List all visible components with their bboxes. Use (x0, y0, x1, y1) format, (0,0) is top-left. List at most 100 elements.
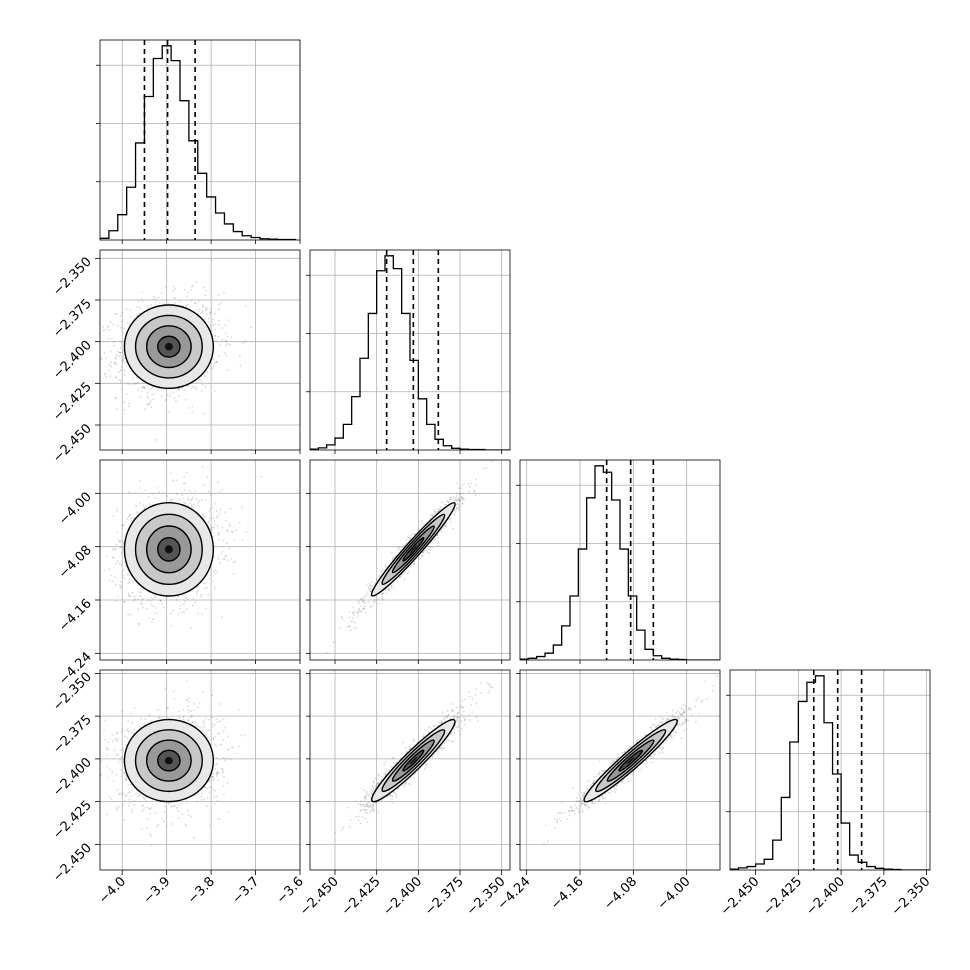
scatter-point (436, 533, 439, 536)
scatter-point (469, 719, 471, 721)
scatter-point (185, 699, 188, 701)
scatter-point (107, 776, 110, 779)
scatter-point (603, 769, 606, 772)
scatter-point (114, 362, 116, 365)
scatter-point (212, 517, 214, 520)
scatter-point (173, 287, 176, 290)
contour-3 (606, 739, 655, 782)
scatter-point (560, 820, 562, 822)
scatter-point (130, 315, 132, 318)
scatter-point (468, 691, 471, 694)
scatter-point (127, 402, 130, 405)
hist-frame (519, 459, 721, 661)
scatter-point (360, 610, 363, 613)
scatter-point (221, 616, 223, 619)
hist-background (520, 460, 720, 660)
scatter-point (106, 555, 108, 558)
scatter-point (193, 301, 196, 304)
scatter-point (224, 555, 227, 558)
scatter-point (120, 793, 122, 796)
panel-frame (99, 459, 301, 661)
scatter-point (117, 539, 119, 542)
scatter-point (395, 794, 398, 796)
scatter-point (358, 602, 361, 605)
scatter-point (430, 514, 433, 517)
scatter-point (628, 747, 630, 750)
scatter-point (199, 795, 202, 798)
scatter-point (104, 738, 107, 741)
scatter-point (414, 772, 417, 775)
scatter-point (133, 728, 136, 731)
scatter-point (207, 593, 210, 596)
scatter-point (116, 732, 118, 735)
scatter-point (357, 819, 360, 821)
scatter-point (627, 748, 629, 751)
scatter-point (140, 390, 143, 393)
scatter-point (116, 324, 119, 327)
scatter-point (149, 812, 152, 815)
scatter-point (470, 703, 473, 706)
scatter-point (181, 611, 184, 614)
panel-content (310, 460, 510, 660)
scatter-point (129, 595, 132, 598)
scatter-point (364, 794, 367, 797)
scatter-point (213, 585, 216, 588)
scatter-point (602, 796, 605, 799)
scatter-point (175, 400, 177, 402)
scatter-point (383, 763, 386, 766)
scatter-point (352, 606, 355, 609)
scatter-point (359, 809, 362, 812)
scatter-point (116, 731, 119, 734)
scatter-point (155, 439, 157, 441)
scatter-point (460, 707, 463, 709)
scatter-point (429, 727, 432, 729)
scatter-point (577, 810, 580, 813)
scatter-point (377, 773, 380, 776)
scatter-point (665, 720, 668, 723)
scatter-point (563, 811, 566, 814)
scatter-point (191, 411, 194, 414)
scatter-point (452, 740, 455, 743)
scatter-point (695, 721, 697, 723)
scatter-point (127, 574, 129, 576)
scatter-point (340, 615, 343, 618)
scatter-point (118, 371, 120, 373)
scatter-point (370, 805, 373, 808)
scatter-point (653, 724, 656, 727)
scatter-point (260, 476, 263, 478)
scatter-point (213, 362, 216, 365)
scatter-point (130, 712, 133, 715)
scatter-point (453, 714, 456, 717)
scatter-point (651, 757, 654, 760)
scatter-point (650, 755, 653, 758)
scatter-point (192, 721, 195, 724)
scatter-point (100, 358, 103, 361)
scatter-point (408, 537, 411, 539)
scatter-point (580, 798, 583, 800)
scatter-point (108, 329, 111, 331)
scatter-point (456, 726, 458, 729)
scatter-point (390, 586, 393, 589)
scatter-point (391, 552, 393, 554)
scatter-point (368, 805, 371, 808)
scatter-point (215, 795, 218, 798)
scatter-point (222, 539, 225, 542)
scatter-point (413, 533, 416, 536)
scatter-point (392, 762, 395, 765)
scatter-point (458, 730, 461, 733)
scatter-point (213, 520, 216, 522)
scatter-point (114, 548, 117, 551)
scatter-point (705, 698, 708, 700)
scatter-point (203, 516, 205, 518)
scatter-point (597, 800, 600, 803)
scatter-point (449, 521, 452, 523)
scatter-point (187, 700, 190, 703)
scatter-point (217, 732, 220, 735)
x-tick-label: −2.400 (381, 874, 426, 919)
scatter-point (194, 720, 197, 723)
scatter-point (480, 691, 483, 694)
scatter-point (117, 805, 120, 808)
scatter-point (461, 499, 464, 501)
scatter-point (357, 610, 360, 613)
scatter-point (194, 490, 197, 492)
